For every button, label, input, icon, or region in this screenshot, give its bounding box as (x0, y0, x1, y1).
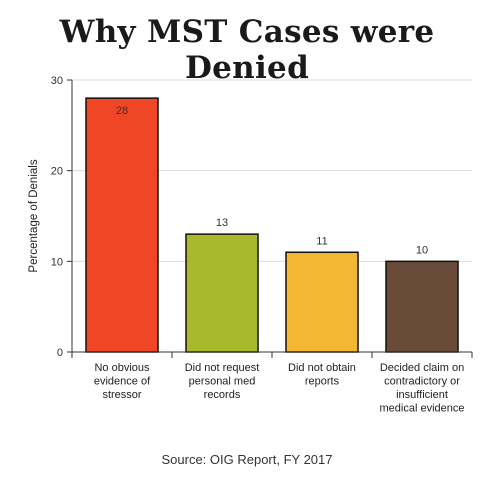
category-label-line: reports (305, 376, 340, 388)
y-tick-label: 30 (51, 75, 63, 87)
category-label-1: Did not request personal med records (185, 362, 260, 401)
category-label-line: Did not request (185, 362, 260, 374)
y-axis-title: Percentage of Denials (28, 159, 40, 272)
data-label-2: 11 (316, 235, 327, 247)
y-tick-label: 0 (57, 347, 63, 359)
chart-source: Source: OIG Report, FY 2017 (161, 452, 333, 467)
bars (85, 97, 459, 353)
bar-2 (285, 251, 359, 353)
axes (67, 79, 473, 358)
category-label-line: personal med (189, 376, 256, 388)
y-tick-label: 10 (51, 256, 63, 268)
bar-3 (385, 260, 459, 353)
y-tick-label: 20 (51, 166, 63, 178)
bar-1 (185, 233, 259, 353)
category-label-line: Did not obtain (288, 362, 356, 374)
bar-0 (85, 97, 159, 353)
category-label-3: Decided claim on contradictory or insuffic… (380, 362, 465, 415)
category-label-line: Decided claim on (380, 362, 464, 374)
category-label-line: No obvious (94, 362, 150, 374)
data-label-0: 28 (116, 105, 128, 117)
category-label-0: No obvious evidence of stressor (94, 362, 151, 401)
data-label-3: 10 (416, 244, 428, 256)
category-label-line: records (204, 389, 241, 401)
category-label-line: insufficient (396, 389, 448, 401)
category-label-line: contradictory or (384, 376, 460, 388)
category-label-2: Did not obtain reports (288, 362, 356, 388)
category-label-line: evidence of (94, 376, 151, 388)
data-label-1: 13 (216, 217, 228, 229)
chart-title: Why MST Cases were Denied (59, 14, 435, 86)
labels: 0 10 20 30 28 No obvious evidence of stressor 13… (51, 75, 465, 415)
category-label-line: medical evidence (380, 403, 465, 415)
category-label-line: stressor (102, 389, 141, 401)
